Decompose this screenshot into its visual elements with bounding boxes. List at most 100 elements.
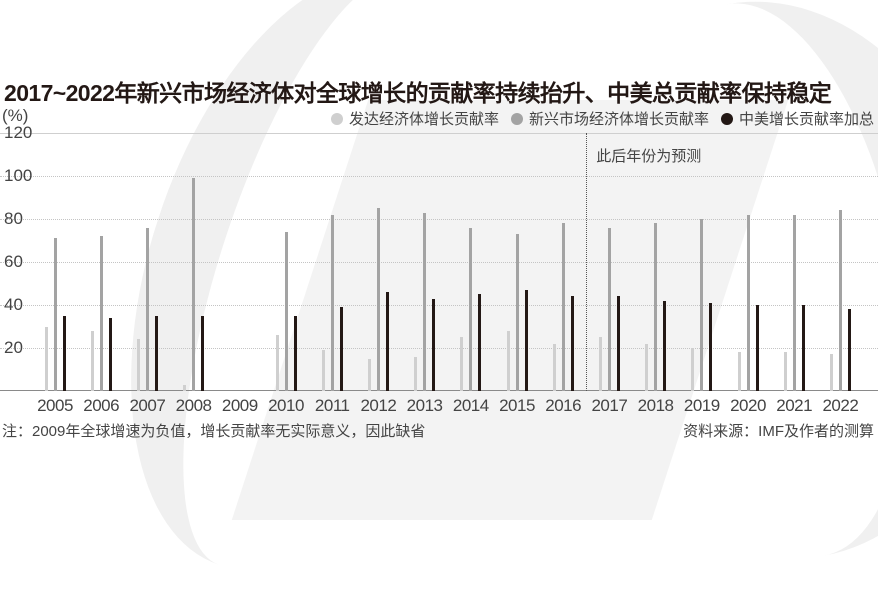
bar-2007 [136,339,140,391]
bar-2011 [339,307,343,391]
gridline [0,348,878,349]
bar-2020 [737,352,741,391]
plot-area: 20 40 60 80 100 120 此后年份为预测 [0,123,878,391]
bar-2017 [598,337,602,391]
bar-2013 [423,212,427,391]
legend: 发达经济体增长贡献率 新兴市场经济体增长贡献率 中美增长贡献率加总 [330,108,874,129]
bar-2014 [460,337,464,391]
legend-item-china-us: 中美增长贡献率加总 [720,108,874,129]
x-tick-label: 2014 [452,396,489,415]
x-tick-label: 2008 [175,396,212,415]
legend-item-developed: 发达经济体增长贡献率 [330,108,499,129]
bar-2022 [838,210,842,391]
gridline [0,262,878,263]
x-tick-label: 2020 [730,396,766,415]
bar-2015 [524,289,528,391]
bar-2020 [746,214,750,391]
bar-2017 [607,227,611,391]
bar-2006 [108,317,112,391]
legend-item-emerging: 新兴市场经济体增长贡献率 [510,108,709,129]
x-tick-label: 2005 [37,396,73,415]
plot-top-border [0,133,878,134]
bar-2010 [284,231,288,391]
bar-2018 [645,343,649,391]
bar-2018 [663,300,667,391]
bar-2006 [99,236,103,391]
bar-2008 [183,384,187,391]
bar-2019 [700,219,704,391]
x-tick-label: 2010 [268,396,304,415]
bar-2005 [62,315,66,391]
forecast-divider [586,133,588,391]
x-tick-label: 2012 [360,396,397,415]
gridline [0,305,878,306]
legend-label: 发达经济体增长贡献率 [348,111,499,128]
bar-2008 [192,178,196,391]
gridline [0,176,878,177]
bar-2008 [201,315,205,391]
x-tick-label: 2016 [545,396,582,415]
y-tick-label: 20 [4,338,23,357]
legend-dot-icon [330,112,343,125]
bar-2019 [691,348,695,391]
forecast-label: 此后年份为预测 [596,148,702,165]
bar-2020 [755,305,759,391]
chart-title: 2017~2022年新兴市场经济体对全球增长的贡献率持续抬升、中美总贡献率保持稳… [4,80,832,106]
y-axis-unit: (%) [2,106,29,125]
bar-2022 [847,309,851,391]
bar-2016 [552,343,556,391]
bar-2006 [90,330,94,391]
y-tick-label: 40 [4,295,23,314]
source-note: 资料来源：IMF及作者的测算 [683,423,874,440]
bar-2017 [616,296,620,391]
bar-2012 [376,208,380,391]
bar-2015 [506,330,510,391]
x-tick-label: 2009 [221,396,258,415]
bar-2022 [829,354,833,391]
bar-2019 [709,302,713,391]
bar-2021 [792,214,796,391]
x-tick-label: 2022 [822,396,859,415]
bar-2021 [801,305,805,391]
bar-2013 [432,298,436,391]
bar-2021 [783,352,787,391]
x-tick-label: 2011 [314,396,350,415]
bar-2007 [154,315,158,391]
bar-2015 [515,234,519,391]
bar-2010 [275,335,279,391]
gridline [0,219,878,220]
y-tick-label: 80 [4,209,23,228]
bar-2010 [293,315,297,391]
footnote: 注：2009年全球增速为负值，增长贡献率无实际意义，因此缺省 [2,423,426,440]
x-tick-label: 2015 [499,396,535,415]
bar-2012 [385,292,389,391]
bar-2014 [478,294,482,391]
y-tick-label: 60 [4,252,23,271]
x-tick-label: 2017 [591,396,628,415]
bar-2014 [469,227,473,391]
legend-label: 中美增长贡献率加总 [738,111,874,128]
bar-2013 [414,356,418,391]
x-tick-label: 2013 [406,396,443,415]
x-tick-label: 2021 [776,396,813,415]
bar-2012 [367,358,371,391]
bar-2016 [561,223,565,391]
x-axis: 2005 2006 2007 2008 2009 2010 2011 2012 2013 2014… [0,396,878,418]
x-axis-baseline [0,390,878,391]
bar-2007 [145,227,149,391]
y-tick-label: 120 [4,123,33,142]
x-tick-label: 2018 [637,396,674,415]
bar-2005 [44,326,48,391]
legend-dot-icon [510,112,523,125]
bar-2016 [570,296,574,391]
legend-dot-icon [720,112,733,125]
x-tick-label: 2019 [683,396,720,415]
y-tick-label: 100 [4,166,33,185]
x-tick-label: 2007 [129,396,166,415]
bar-2011 [321,350,325,391]
bar-2011 [330,214,334,391]
bar-2018 [654,223,658,391]
bar-2005 [53,238,57,391]
legend-label: 新兴市场经济体增长贡献率 [528,111,709,128]
x-tick-label: 2006 [83,396,120,415]
